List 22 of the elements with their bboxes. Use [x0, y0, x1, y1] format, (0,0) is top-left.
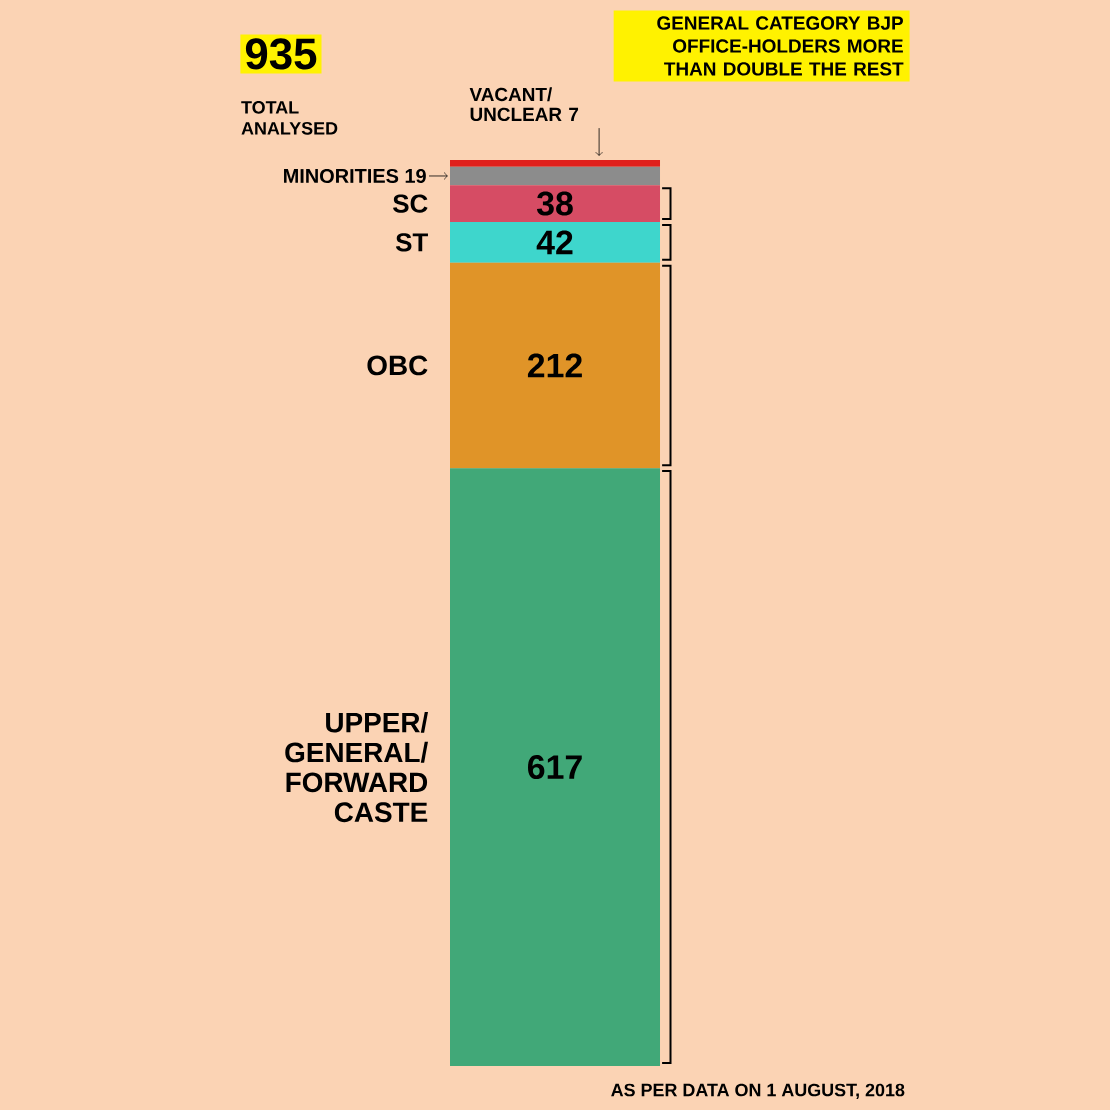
text: VACANT/ UNCLEAR: [469, 87, 562, 122]
bar: [450, 468, 661, 1066]
data-label: 42: [536, 230, 573, 255]
text: GENERAL CATEGORY BJP OFFICE-HOLDERS MORE THAN DOUBLE THE REST: [657, 16, 904, 76]
bar: [450, 262, 661, 469]
data-label: 7: [569, 107, 579, 121]
data-label: 212: [527, 353, 582, 378]
data-label: 38: [536, 191, 573, 216]
text: TOTAL ANALYSED: [241, 101, 338, 135]
text: AS PER DATA ON 1 AUGUST, 2018: [611, 1083, 905, 1099]
bar: [450, 159, 661, 167]
series-label: ST: [395, 233, 428, 252]
bar: [450, 185, 661, 222]
bar: [450, 222, 661, 263]
series-label: UPPER/ GENERAL/ FORWARD CASTE: [285, 711, 428, 823]
text: MINORITIES: [284, 168, 399, 184]
data-label: 617: [528, 755, 582, 780]
series-label: OBC: [367, 355, 428, 376]
series-label: SC: [393, 194, 428, 213]
data-label: 19: [405, 168, 426, 184]
text: 935: [245, 38, 317, 70]
bar: [450, 166, 661, 186]
